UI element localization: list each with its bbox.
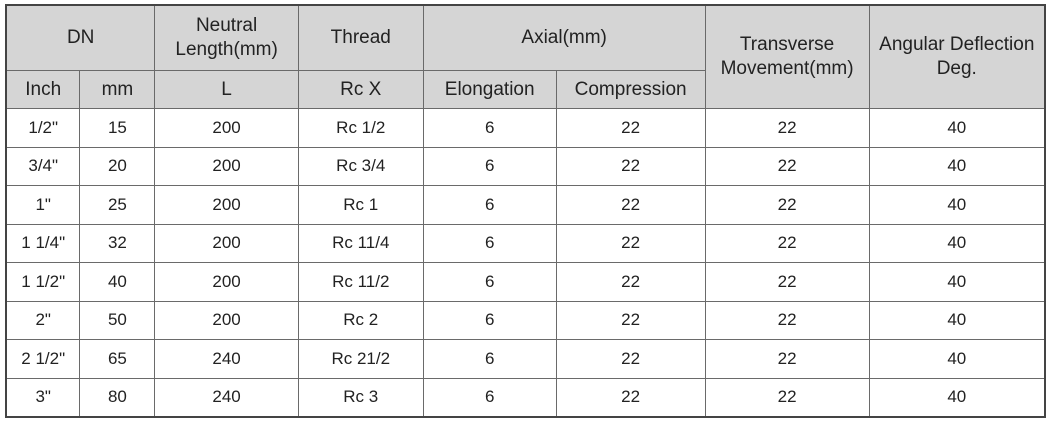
cell-angular: 40: [868, 108, 1046, 148]
cell-thread: Rc 2: [297, 300, 424, 340]
cell-elongation: 6: [422, 262, 557, 302]
cell-transverse: 22: [704, 300, 870, 340]
header-compression: Compression: [555, 70, 706, 109]
header-row-2: Inch mm L Rc X Elongation Compression: [5, 70, 1045, 109]
table-row: 1 1/4" 32 200 Rc 11/4 6 22 22 40: [5, 223, 1046, 263]
header-axial: Axial(mm): [422, 4, 706, 71]
cell-inch: 1/2": [5, 108, 81, 148]
cell-inch: 1": [5, 185, 81, 225]
cell-compression: 22: [555, 300, 706, 340]
header-thread: Thread: [297, 4, 424, 71]
specification-table: DN Neutral Length(mm) Thread Axial(mm) T…: [5, 4, 1046, 418]
cell-inch: 3": [5, 377, 81, 418]
cell-compression: 22: [555, 185, 706, 225]
cell-angular: 40: [868, 377, 1046, 418]
cell-angular: 40: [868, 262, 1046, 302]
table-row: 3/4" 20 200 Rc 3/4 6 22 22 40: [5, 146, 1046, 186]
cell-thread: Rc 3: [297, 377, 424, 418]
table-row: 1/2" 15 200 Rc 1/2 6 22 22 40: [5, 108, 1046, 148]
header-elongation: Elongation: [422, 70, 557, 109]
cell-transverse: 22: [704, 185, 870, 225]
cell-inch: 2": [5, 300, 81, 340]
cell-inch: 2 1/2": [5, 339, 81, 379]
cell-compression: 22: [555, 262, 706, 302]
cell-elongation: 6: [422, 146, 557, 186]
cell-length: 240: [154, 377, 299, 418]
cell-elongation: 6: [422, 300, 557, 340]
table-row: 1" 25 200 Rc 1 6 22 22 40: [5, 185, 1046, 225]
cell-transverse: 22: [704, 377, 870, 418]
cell-transverse: 22: [704, 262, 870, 302]
table-row: 1 1/2" 40 200 Rc 11/2 6 22 22 40: [5, 262, 1046, 302]
cell-elongation: 6: [422, 339, 557, 379]
cell-angular: 40: [868, 185, 1046, 225]
cell-transverse: 22: [704, 339, 870, 379]
cell-inch: 1 1/4": [5, 223, 81, 263]
header-angular: Angular Deflection Deg.: [868, 4, 1046, 109]
cell-elongation: 6: [422, 108, 557, 148]
header-inch: Inch: [5, 70, 81, 109]
cell-thread: Rc 1: [297, 185, 424, 225]
header-dn: DN: [5, 4, 156, 71]
cell-mm: 50: [79, 300, 156, 340]
cell-mm: 32: [79, 223, 156, 263]
cell-angular: 40: [868, 223, 1046, 263]
cell-compression: 22: [555, 108, 706, 148]
header-rc-x: Rc X: [297, 70, 424, 109]
header-transverse: Transverse Movement(mm): [704, 4, 870, 109]
table-body: 1/2" 15 200 Rc 1/2 6 22 22 40 3/4" 20 200 Rc 3/4 6 22…: [5, 108, 1046, 418]
header-mm: mm: [79, 70, 156, 109]
cell-mm: 40: [79, 262, 156, 302]
cell-mm: 65: [79, 339, 156, 379]
cell-angular: 40: [868, 300, 1046, 340]
cell-transverse: 22: [704, 223, 870, 263]
cell-thread: Rc 21/2: [297, 339, 424, 379]
cell-mm: 80: [79, 377, 156, 418]
cell-elongation: 6: [422, 185, 557, 225]
cell-mm: 25: [79, 185, 156, 225]
cell-mm: 20: [79, 146, 156, 186]
cell-thread: Rc 1/2: [297, 108, 424, 148]
cell-elongation: 6: [422, 223, 557, 263]
cell-angular: 40: [868, 339, 1046, 379]
cell-length: 200: [154, 185, 299, 225]
cell-transverse: 22: [704, 146, 870, 186]
cell-thread: Rc 3/4: [297, 146, 424, 186]
cell-compression: 22: [555, 223, 706, 263]
table-row: 2" 50 200 Rc 2 6 22 22 40: [5, 300, 1046, 340]
cell-length: 200: [154, 223, 299, 263]
cell-length: 200: [154, 300, 299, 340]
cell-inch: 3/4": [5, 146, 81, 186]
header-l: L: [154, 70, 299, 109]
cell-length: 200: [154, 108, 299, 148]
header-neutral-length: Neutral Length(mm): [154, 4, 299, 71]
header-row-1: DN Neutral Length(mm) Thread Axial(mm) T…: [5, 4, 1046, 109]
cell-compression: 22: [555, 339, 706, 379]
table-row: 3" 80 240 Rc 3 6 22 22 40: [5, 377, 1046, 418]
cell-inch: 1 1/2": [5, 262, 81, 302]
table-row: 2 1/2" 65 240 Rc 21/2 6 22 22 40: [5, 339, 1046, 379]
cell-transverse: 22: [704, 108, 870, 148]
cell-angular: 40: [868, 146, 1046, 186]
cell-compression: 22: [555, 146, 706, 186]
cell-length: 240: [154, 339, 299, 379]
cell-mm: 15: [79, 108, 156, 148]
cell-elongation: 6: [422, 377, 557, 418]
cell-thread: Rc 11/2: [297, 262, 424, 302]
cell-compression: 22: [555, 377, 706, 418]
cell-length: 200: [154, 262, 299, 302]
cell-thread: Rc 11/4: [297, 223, 424, 263]
cell-length: 200: [154, 146, 299, 186]
